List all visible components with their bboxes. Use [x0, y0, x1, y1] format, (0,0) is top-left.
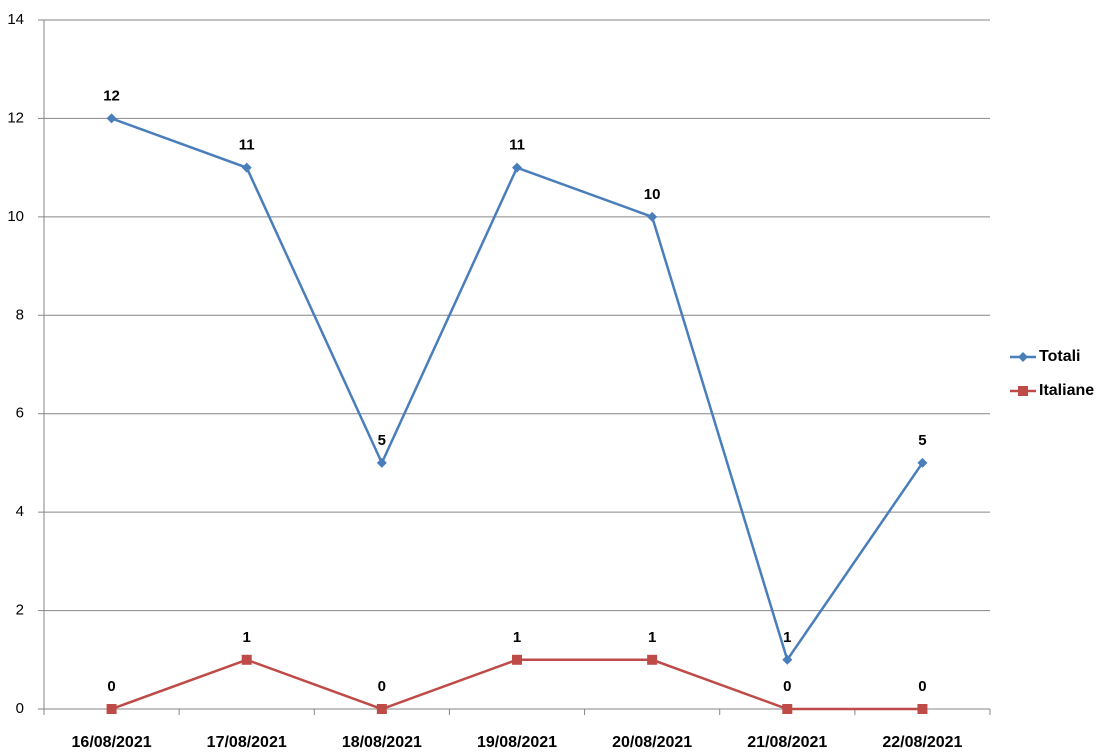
data-label: 5 — [378, 432, 386, 449]
data-point — [376, 704, 387, 714]
data-point — [647, 211, 658, 222]
data-point — [376, 457, 387, 468]
data-label: 1 — [648, 629, 656, 646]
x-tick-label: 19/08/2021 — [477, 734, 557, 751]
data-label: 1 — [243, 629, 251, 646]
y-tick-label: 14 — [7, 11, 24, 28]
data-point — [1018, 352, 1028, 362]
data-label: 10 — [644, 186, 661, 203]
data-point — [1018, 386, 1028, 396]
data-point — [782, 704, 793, 714]
x-tick-label: 21/08/2021 — [747, 734, 827, 751]
data-label: 11 — [239, 137, 255, 154]
y-tick-label: 6 — [16, 405, 24, 422]
data-point — [241, 654, 252, 665]
x-tick-label: 20/08/2021 — [612, 734, 692, 751]
x-tick-label: 16/08/2021 — [72, 734, 152, 751]
data-label: 5 — [918, 432, 926, 449]
y-tick-label: 0 — [16, 700, 24, 717]
data-label: 0 — [918, 678, 926, 695]
series-line — [111, 117, 924, 663]
data-point — [512, 162, 522, 173]
data-point — [241, 162, 252, 173]
legend-label: Totali — [1039, 348, 1080, 365]
data-label: 11 — [509, 137, 525, 154]
data-point — [512, 654, 522, 665]
data-point — [106, 113, 117, 124]
x-tick-label: 17/08/2021 — [207, 734, 287, 751]
series-line — [111, 658, 923, 711]
y-tick-label: 10 — [7, 208, 24, 225]
y-tick-label: 12 — [7, 109, 24, 126]
data-label: 12 — [103, 87, 120, 104]
x-tick-label: 18/08/2021 — [342, 734, 422, 751]
data-point — [647, 654, 658, 665]
data-point — [917, 704, 928, 714]
legend-label: Italiane — [1039, 382, 1094, 399]
y-tick-label: 2 — [16, 602, 24, 619]
data-point — [917, 457, 928, 468]
data-label: 1 — [513, 629, 521, 646]
data-point — [782, 654, 793, 665]
y-tick-label: 4 — [16, 503, 24, 520]
data-label: 0 — [783, 678, 791, 695]
x-tick-label: 22/08/2021 — [882, 734, 962, 751]
data-point — [106, 704, 117, 714]
y-tick-label: 8 — [16, 306, 24, 323]
data-label: 1 — [783, 629, 791, 646]
data-label: 0 — [107, 678, 115, 695]
data-label: 0 — [378, 678, 386, 695]
